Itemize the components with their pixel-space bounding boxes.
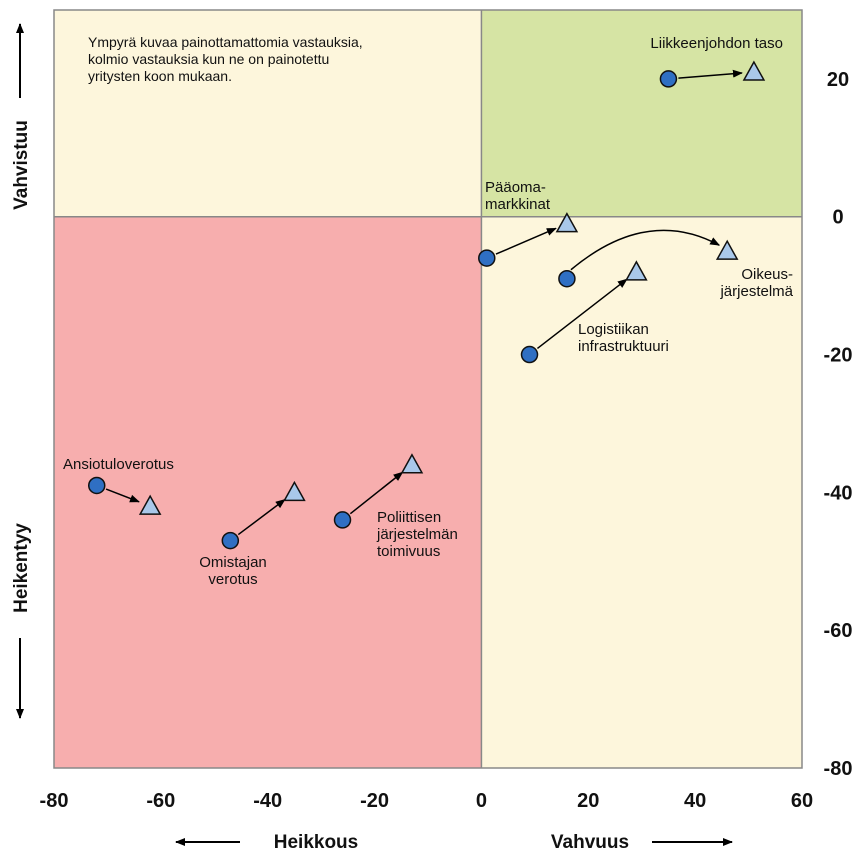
connector-arrow (570, 229, 721, 271)
point-label: Logistiikan (578, 321, 649, 338)
y-tick-label: 20 (827, 69, 849, 91)
point-label: järjestelmä (719, 283, 793, 300)
y-tick-label: -80 (824, 758, 853, 780)
point-label: Liikkeenjohdon taso (650, 35, 783, 52)
y-tick-label: -20 (824, 345, 853, 367)
x-tick-label: 0 (476, 790, 487, 812)
connector-arrow (495, 227, 557, 255)
circle-point (333, 511, 352, 529)
plot-border (53, 9, 803, 769)
point-label: järjestelmän (376, 526, 458, 543)
quadrant-bottom-left (54, 216, 482, 768)
point-label: Oikeus- (741, 266, 793, 283)
x-tick-label: -40 (253, 790, 282, 812)
triangle-point (742, 60, 766, 81)
triangle-point (400, 453, 424, 474)
quadrant-top-right (481, 10, 802, 217)
point-label: Ansiotuloverotus (63, 456, 174, 473)
point-label: infrastruktuuri (578, 338, 669, 355)
quadrant-bottom-right (481, 216, 802, 768)
circle-point (478, 249, 496, 267)
quadrant-top-left (54, 10, 482, 217)
x-tick-label: -60 (146, 790, 175, 812)
y-tick-label: 0 (832, 207, 843, 229)
x-tick-label: -80 (40, 790, 69, 812)
note-line: kolmio vastauksia kun ne on painotettu (88, 51, 329, 67)
point-label: Omistajan (199, 554, 267, 571)
point-label: Pääoma- (485, 179, 546, 196)
triangle-point (625, 260, 648, 281)
x-tick-label: 60 (791, 790, 813, 812)
circle-point (659, 70, 678, 88)
note-line: Ympyrä kuvaa painottamattomia vastauksia… (88, 34, 363, 50)
triangle-point (555, 212, 579, 233)
circle-point (221, 531, 240, 550)
triangle-point (283, 480, 306, 502)
x-tick-label: 20 (577, 790, 599, 812)
triangle-point (138, 494, 162, 515)
y-axis-title-bottom: Heikentyy (11, 523, 32, 613)
connector-arrow (536, 278, 628, 350)
note-line: yritysten koon mukaan. (88, 68, 232, 84)
point-label: verotus (208, 571, 257, 588)
circle-point (558, 269, 576, 288)
x-tick-label: 40 (684, 790, 706, 812)
triangle-point (715, 239, 739, 260)
connector-arrow (105, 488, 140, 503)
circle-point (520, 345, 539, 364)
x-tick-label: -20 (360, 790, 389, 812)
connector-arrow (237, 498, 286, 536)
chart-note: Ympyrä kuvaa painottamattomia vastauksia… (88, 34, 363, 84)
x-axis-title-right: Vahvuus (551, 832, 629, 853)
point-label: toimivuus (377, 543, 440, 560)
point-label: markkinat (485, 196, 551, 213)
connector-arrow (678, 69, 743, 79)
circle-point (87, 476, 106, 495)
y-tick-label: -40 (824, 482, 853, 504)
connector-arrow (349, 471, 404, 515)
y-tick-label: -60 (824, 620, 853, 642)
x-axis-title-left: Heikkous (274, 832, 358, 853)
y-axis-title-top: Vahvistuu (11, 120, 32, 210)
point-label: Poliittisen (377, 509, 441, 526)
